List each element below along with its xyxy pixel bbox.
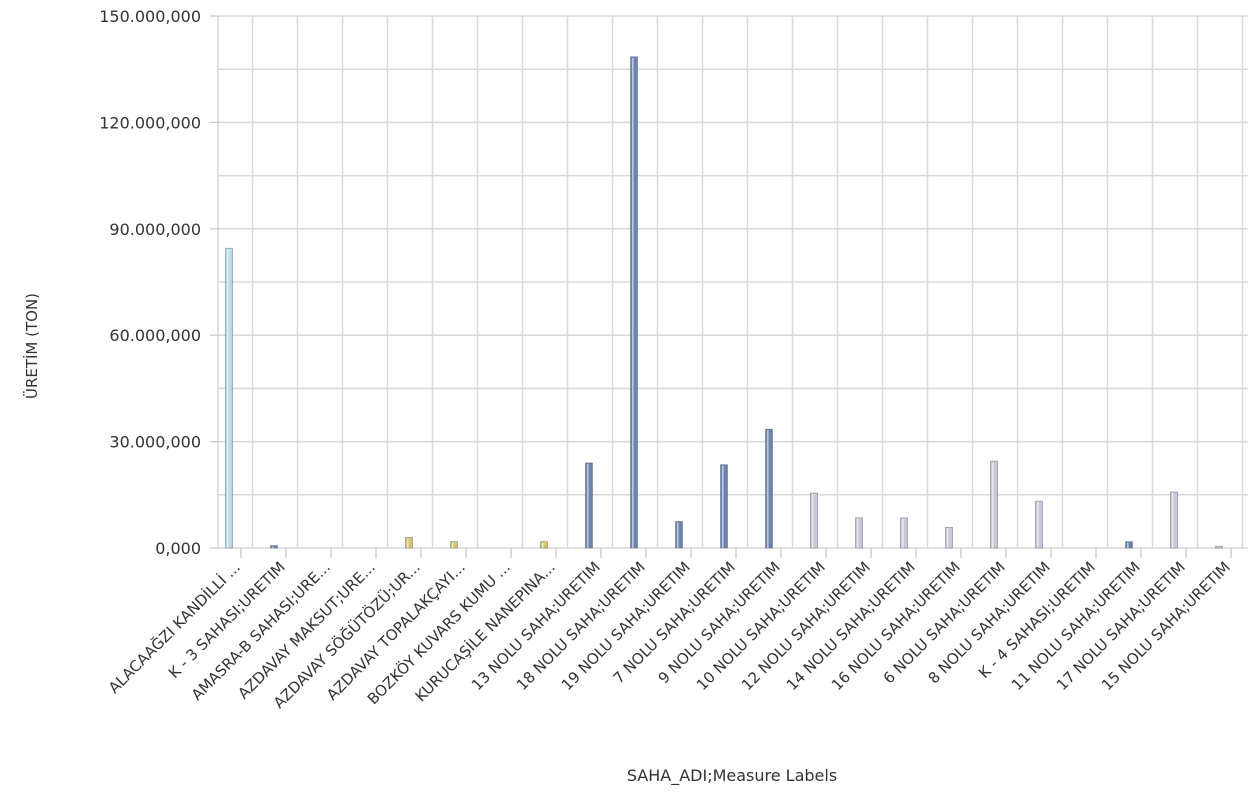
- y-tick-label: 0,000: [155, 539, 201, 558]
- y-tick-label: 30.000,000: [109, 433, 201, 452]
- bar-highlight: [227, 249, 229, 548]
- bar-highlight: [587, 463, 589, 548]
- bar[interactable]: [1170, 491, 1178, 549]
- bar[interactable]: [540, 541, 548, 549]
- bar-highlight: [992, 462, 994, 548]
- bar-highlight: [812, 494, 814, 548]
- bar-highlight: [407, 538, 409, 548]
- bar-highlight: [452, 542, 454, 548]
- bar-highlight: [722, 465, 724, 548]
- bar-highlight: [1037, 502, 1039, 548]
- y-tick-label: 90.000,000: [109, 220, 201, 239]
- bar[interactable]: [810, 492, 818, 549]
- y-tick-label: 60.000,000: [109, 326, 201, 345]
- y-tick-label: 120.000,000: [99, 113, 201, 132]
- bar-highlight: [902, 518, 904, 548]
- x-axis-title: SAHA_ADI;Measure Labels: [627, 766, 837, 786]
- y-axis-title: ÜRETİM (TON): [22, 293, 41, 399]
- bar-highlight: [1172, 492, 1174, 548]
- bar[interactable]: [1035, 500, 1043, 549]
- bar[interactable]: [675, 521, 683, 549]
- bar[interactable]: [585, 462, 593, 549]
- bar[interactable]: [630, 56, 638, 549]
- bar[interactable]: [270, 545, 278, 549]
- bar[interactable]: [1125, 541, 1133, 549]
- grid-lines: [217, 15, 1248, 549]
- bar[interactable]: [450, 541, 458, 549]
- bar[interactable]: [405, 536, 413, 549]
- bar[interactable]: [900, 517, 908, 549]
- bar-highlight: [272, 546, 274, 548]
- bar-highlight: [857, 518, 859, 548]
- bar-highlight: [947, 528, 949, 548]
- bar-highlight: [632, 57, 634, 548]
- bars: [225, 56, 1223, 549]
- bar[interactable]: [720, 464, 728, 549]
- bar-highlight: [677, 522, 679, 548]
- bar-highlight: [767, 430, 769, 548]
- y-axis-ticks: 0,000 30.000,000 60.000,000 90.000,000 120.0…: [99, 7, 218, 558]
- bar-highlight: [542, 542, 544, 548]
- bar[interactable]: [855, 517, 863, 549]
- bar[interactable]: [990, 460, 998, 549]
- bar[interactable]: [945, 527, 953, 549]
- x-axis-ticks: ALACAAĞZI KANDİLLİ ...K - 3 SAHASI;URETI…: [104, 548, 1234, 712]
- y-tick-label: 150.000,000: [99, 7, 201, 26]
- bar[interactable]: [225, 247, 233, 549]
- bar[interactable]: [765, 428, 773, 549]
- bar-highlight: [1127, 542, 1129, 548]
- bar[interactable]: [1215, 545, 1223, 549]
